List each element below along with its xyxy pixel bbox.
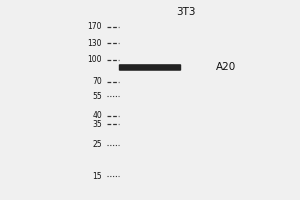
Text: 35: 35 [92, 120, 102, 129]
Text: 130: 130 [88, 39, 102, 48]
Text: 100: 100 [88, 55, 102, 64]
FancyBboxPatch shape [119, 64, 181, 71]
Text: 70: 70 [92, 77, 102, 86]
Text: 40: 40 [92, 111, 102, 120]
Text: 3T3: 3T3 [176, 7, 196, 17]
Text: 55: 55 [92, 92, 102, 101]
Text: 170: 170 [88, 22, 102, 31]
Text: 25: 25 [92, 140, 102, 149]
Text: A20: A20 [216, 62, 236, 72]
Text: 15: 15 [92, 172, 102, 181]
